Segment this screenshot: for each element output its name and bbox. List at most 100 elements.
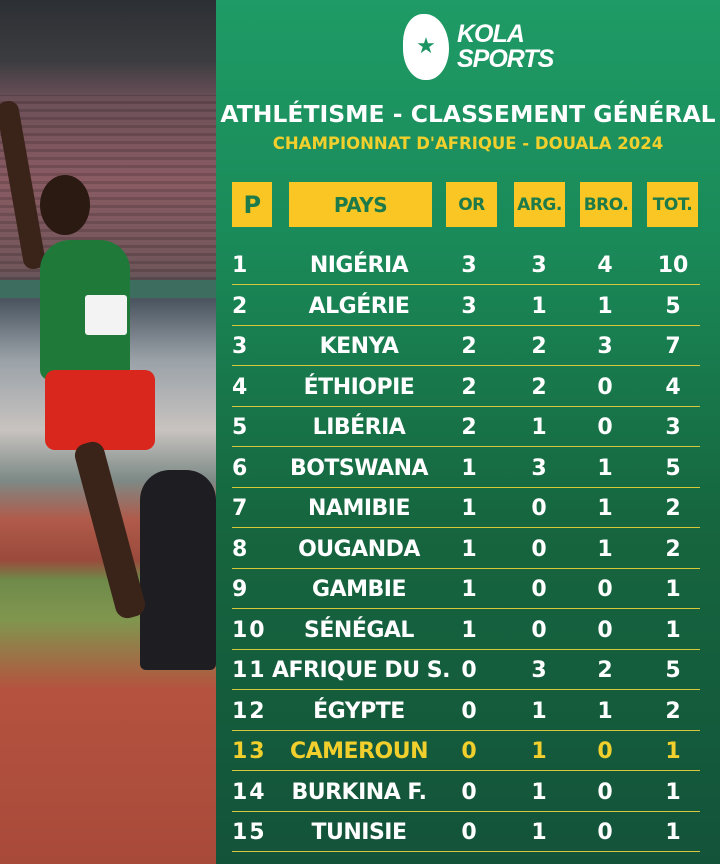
table-row: 5 LIBÉRIA 2 1 0 3 (232, 407, 700, 447)
row-divider (232, 365, 700, 366)
gold-cell: 0 (461, 658, 477, 683)
gold-cell: 2 (461, 415, 477, 440)
gold-cell: 0 (461, 779, 477, 805)
logo-text-kola: KOLA (457, 20, 525, 48)
bronze-cell: 2 (597, 658, 613, 683)
country-cell: BOTSWANA (289, 455, 429, 481)
country-cell: NAMIBIE (308, 496, 411, 521)
total-cell: 1 (665, 617, 681, 643)
silver-cell: 3 (531, 455, 547, 481)
silver-cell: 0 (531, 496, 547, 521)
total-cell: 7 (665, 334, 681, 359)
rank-cell: 3 (232, 334, 250, 359)
bronze-cell: 0 (597, 739, 613, 764)
row-divider (232, 486, 700, 488)
bronze-cell: 3 (597, 334, 613, 359)
rank-cell: 2 (232, 293, 250, 319)
gold-cell: 1 (461, 617, 477, 643)
row-divider (232, 608, 700, 609)
row-divider (232, 284, 700, 285)
total-cell: 3 (665, 415, 681, 440)
table-row: 7 NAMIBIE 1 0 1 2 (232, 488, 700, 528)
bronze-cell: 0 (597, 577, 613, 602)
gold-cell: 3 (461, 253, 477, 278)
table-row: 12 ÉGYPTE 0 1 1 2 (232, 691, 700, 731)
country-cell: AFRIQUE DU S. (272, 658, 450, 683)
total-cell: 1 (665, 779, 681, 805)
silver-cell: 2 (531, 334, 547, 359)
country-cell: SÉNÉGAL (304, 617, 414, 643)
total-cell: 1 (665, 577, 681, 602)
header-gold: OR (446, 182, 497, 227)
logo-text-sports: SPORTS (457, 45, 554, 73)
silver-cell: 3 (531, 658, 547, 683)
table-row: 15 TUNISIE 0 1 0 1 (232, 812, 700, 852)
country-cell: KENYA (319, 334, 399, 359)
total-cell: 5 (665, 455, 681, 481)
table-row: 13 CAMEROUN 0 1 0 1 (232, 731, 700, 771)
rank-cell: 15 (232, 820, 267, 845)
athlete-leg (72, 439, 148, 621)
silver-cell: 1 (531, 820, 547, 845)
rank-cell: 7 (232, 496, 250, 521)
country-cell: GAMBIE (312, 577, 406, 602)
rank-cell: 6 (232, 455, 250, 481)
row-divider (232, 648, 700, 650)
row-divider (232, 810, 700, 812)
row-divider (232, 689, 700, 690)
bronze-cell: 1 (597, 293, 613, 319)
rank-cell: 4 (232, 374, 250, 400)
rank-cell: 12 (232, 698, 267, 724)
country-cell: NIGÉRIA (309, 253, 409, 278)
silver-cell: 1 (531, 698, 547, 724)
athlete-shorts (45, 370, 155, 450)
header-country: PAYS (289, 182, 432, 227)
page-title: ATHLÉTISME - CLASSEMENT GÉNÉRAL (220, 100, 716, 128)
table-row: 4 ÉTHIOPIE 2 2 0 4 (232, 367, 700, 407)
header-bronze: BRO. (580, 182, 632, 227)
gold-cell: 1 (461, 577, 477, 602)
page-subtitle: CHAMPIONNAT D'AFRIQUE - DOUALA 2024 (272, 134, 664, 153)
athlete-photo (0, 0, 216, 864)
table-row: 1 NIGÉRIA 3 3 4 10 (232, 245, 700, 285)
gold-cell: 3 (461, 293, 477, 319)
rank-cell: 1 (232, 253, 250, 278)
row-divider (232, 446, 700, 447)
table-row: 9 GAMBIE 1 0 0 1 (232, 569, 700, 609)
country-cell: ALGÉRIE (308, 293, 410, 319)
table-row: 14 BURKINA F. 0 1 0 1 (232, 772, 700, 812)
seated-official (140, 470, 216, 670)
total-cell: 10 (657, 253, 689, 278)
table-row: 11 AFRIQUE DU S. 0 3 2 5 (232, 650, 700, 690)
bronze-cell: 4 (597, 253, 613, 278)
silver-cell: 3 (531, 253, 547, 278)
gold-cell: 1 (461, 536, 477, 562)
total-cell: 1 (665, 820, 681, 845)
row-divider (232, 729, 700, 731)
kola-sports-logo: ★ KOLA SPORTS (403, 14, 554, 80)
gold-cell: 2 (461, 334, 477, 359)
total-cell: 5 (665, 658, 681, 683)
total-cell: 1 (665, 739, 681, 764)
rank-cell: 14 (232, 779, 267, 805)
gold-cell: 0 (461, 698, 477, 724)
bronze-cell: 1 (597, 496, 613, 521)
athlete-head (40, 175, 90, 235)
silver-cell: 0 (531, 577, 547, 602)
bronze-cell: 1 (597, 698, 613, 724)
rank-cell: 9 (232, 577, 250, 602)
row-divider (232, 851, 700, 852)
rank-cell: 8 (232, 536, 250, 562)
row-divider (232, 527, 700, 528)
gold-cell: 1 (461, 455, 477, 481)
table-row: 3 KENYA 2 2 3 7 (232, 326, 700, 366)
total-cell: 2 (665, 698, 681, 724)
table-row: 6 BOTSWANA 1 3 1 5 (232, 448, 700, 488)
bronze-cell: 1 (597, 536, 613, 562)
header-position: P (232, 182, 272, 227)
rank-cell: 10 (232, 617, 267, 643)
country-cell: ÉGYPTE (313, 698, 405, 724)
table-row: 10 SÉNÉGAL 1 0 0 1 (232, 610, 700, 650)
total-cell: 2 (665, 536, 681, 562)
silver-cell: 2 (531, 374, 547, 400)
